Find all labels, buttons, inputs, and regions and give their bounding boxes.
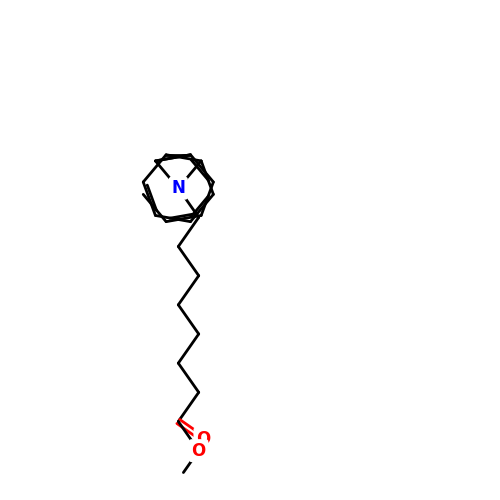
Text: O: O <box>192 442 206 460</box>
Text: O: O <box>196 430 210 448</box>
Text: N: N <box>172 179 185 197</box>
